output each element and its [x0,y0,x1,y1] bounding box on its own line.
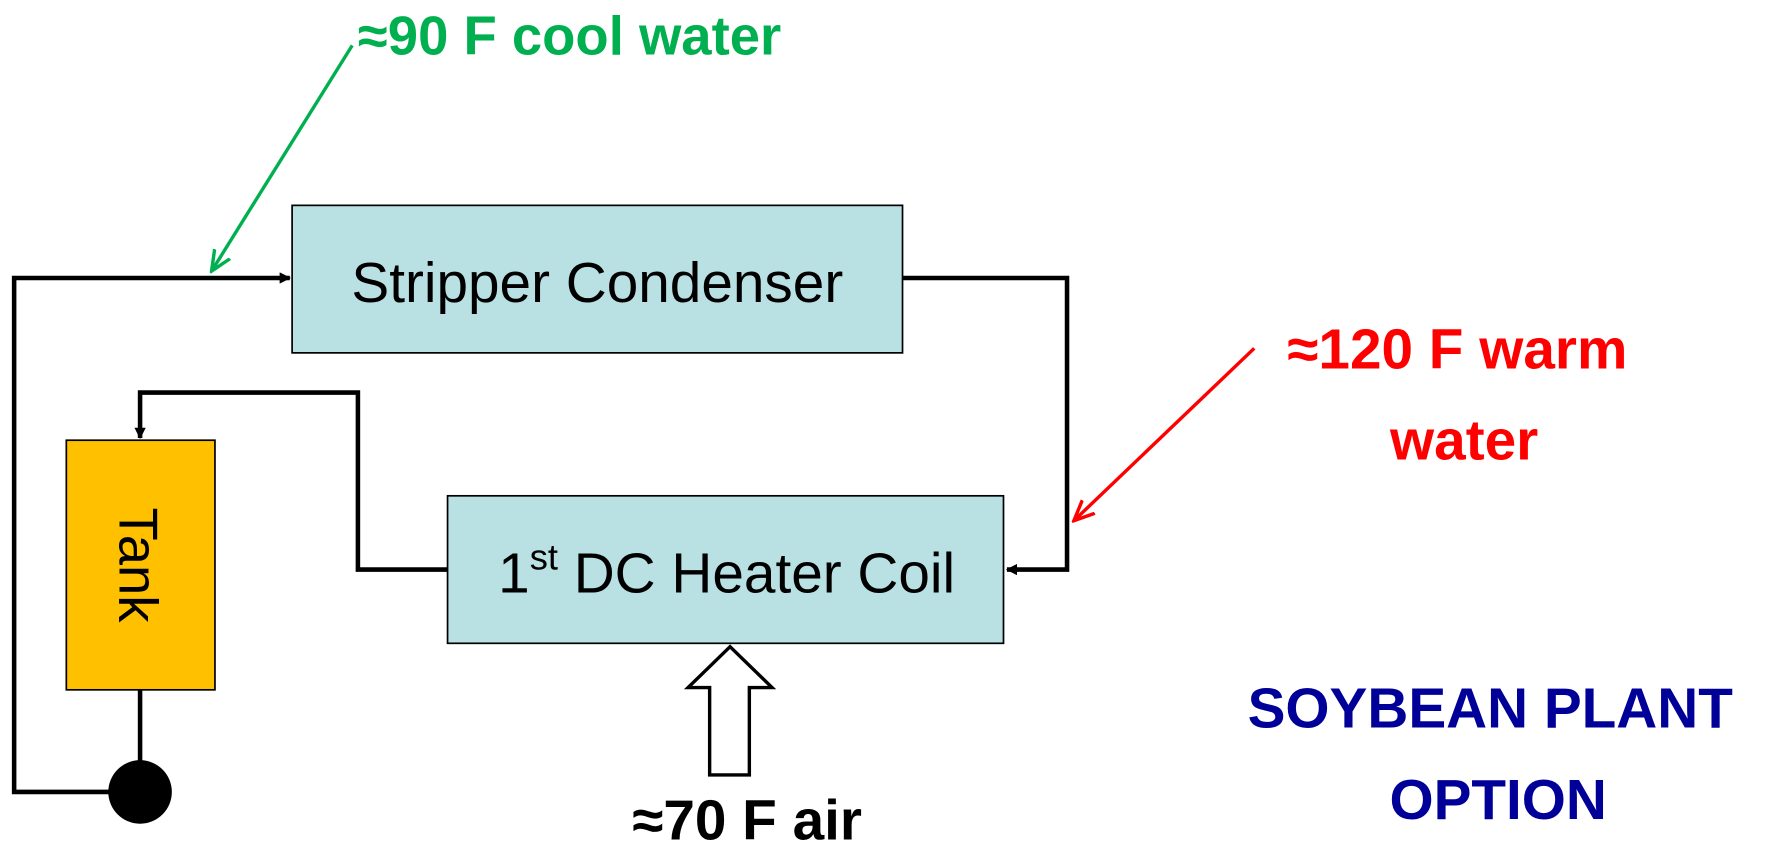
pipe [902,275,1070,576]
warm-water-label: ≈120 F warm [1287,319,1627,382]
plant-label: OPTION [1389,769,1606,832]
node-label: 1st DC Heater Coil [498,537,955,606]
tank-box [65,439,216,691]
cool-water-label: ≈90 F cool water [358,5,781,66]
pipe [11,272,291,795]
pump [108,760,172,824]
node-label: Stripper Condenser [351,252,843,315]
node-label-part: 1 [498,542,530,605]
node-label: Tank [108,508,169,624]
node-label-part: DC Heater Coil [558,542,955,605]
stripper-condenser-box [291,204,904,354]
air-arrow [683,644,777,777]
node-label-sup: st [530,537,558,578]
heater-coil-box [446,494,1005,645]
air-label: ≈70 F air [632,790,862,843]
plant-label: SOYBEAN PLANT [1248,677,1734,740]
warm-water-label: water [1389,410,1538,473]
warm-water-arrow [1074,347,1256,520]
pipe [134,390,448,572]
cool-water-arrow [212,44,354,271]
